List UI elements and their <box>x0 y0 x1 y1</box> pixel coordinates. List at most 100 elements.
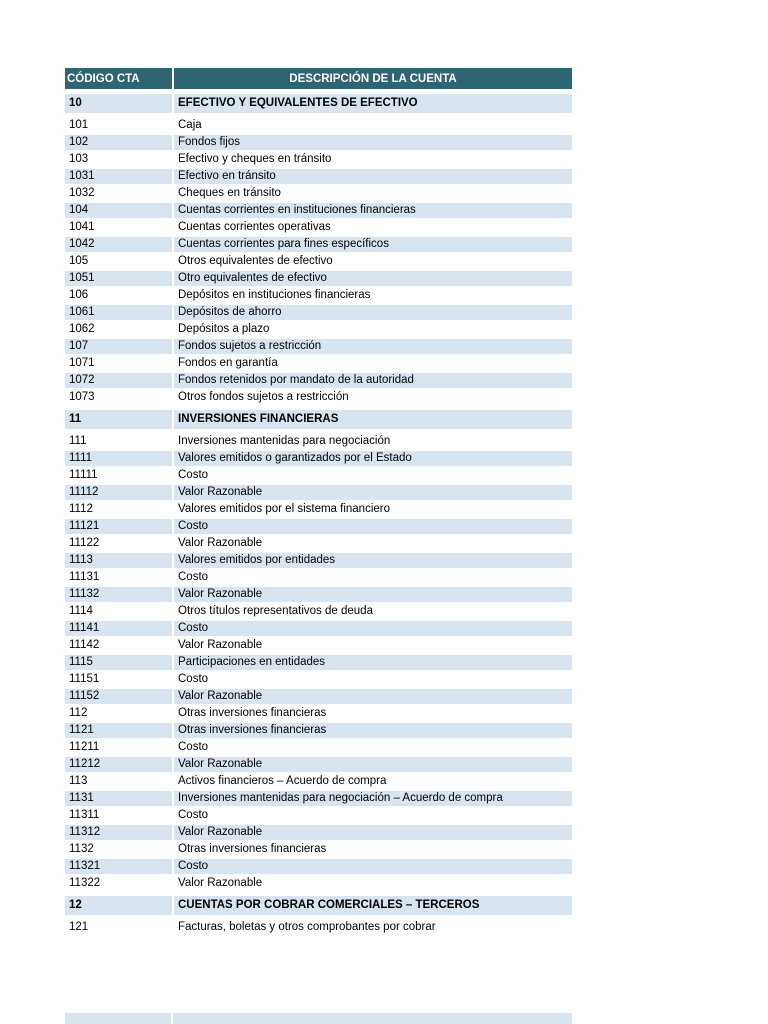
account-code-cell: 1112 <box>65 501 174 519</box>
account-code-cell: 1071 <box>65 355 174 373</box>
account-code-cell: 11122 <box>65 535 174 553</box>
account-desc-cell: Costo <box>173 620 572 638</box>
account-code-cell: 1031 <box>65 168 174 186</box>
table-row: 11152 Valor Razonable <box>65 688 572 706</box>
account-code-cell: 105 <box>65 253 174 271</box>
table-row: 112 Otras inversiones financieras <box>65 705 572 723</box>
account-desc-cell: Efectivo y cheques en tránsito <box>173 151 572 169</box>
account-desc-cell: Otras inversiones financieras <box>173 841 572 859</box>
account-code-cell: 11322 <box>65 875 174 895</box>
table-row: 11151 Costo <box>65 671 572 689</box>
account-desc-cell: Cuentas corrientes en instituciones fina… <box>173 202 572 220</box>
account-code-cell: 1041 <box>65 219 174 237</box>
table-row: 11211 Costo <box>65 739 572 757</box>
table-row: 1131 Inversiones mantenidas para negociac… <box>65 790 572 808</box>
table-row: 103 Efectivo y cheques en tránsito <box>65 151 572 169</box>
table-row: 11132 Valor Razonable <box>65 586 572 604</box>
account-code-cell: 12 <box>65 891 174 920</box>
partial-next-row-desc-cell <box>173 1013 572 1024</box>
account-desc-cell: Costo <box>173 807 572 825</box>
account-desc-cell: Depósitos en instituciones financieras <box>173 287 572 305</box>
account-desc-cell: Valor Razonable <box>173 824 572 842</box>
account-code-cell: 11141 <box>65 620 174 638</box>
account-desc-cell: Cheques en tránsito <box>173 185 572 203</box>
table-row: 104 Cuentas corrientes en instituciones f… <box>65 202 572 220</box>
account-code-cell: 1042 <box>65 236 174 254</box>
table-row: 1121 Otras inversiones financieras <box>65 722 572 740</box>
account-code-cell: 11 <box>65 405 174 434</box>
account-desc-cell: Fondos sujetos a restricción <box>173 338 572 356</box>
account-desc-cell: Costo <box>173 739 572 757</box>
account-code-cell: 11121 <box>65 518 174 536</box>
account-code-cell: 121 <box>65 917 174 937</box>
partial-next-row-code-cell <box>65 1013 173 1024</box>
chart-of-accounts-table: CÓDIGO CTA DESCRIPCIÓN DE LA CUENTA 10 EF… <box>65 68 572 937</box>
account-code-cell: 1111 <box>65 450 174 468</box>
table-row: 11141 Costo <box>65 620 572 638</box>
account-code-cell: 1113 <box>65 552 174 570</box>
account-desc-cell: Caja <box>173 115 572 135</box>
account-desc-cell: Depósitos de ahorro <box>173 304 572 322</box>
account-desc-cell: Costo <box>173 671 572 689</box>
partial-next-row <box>65 1013 572 1024</box>
account-desc-cell: Otros fondos sujetos a restricción <box>173 389 572 409</box>
account-code-cell: 11112 <box>65 484 174 502</box>
table-row: 111 Inversiones mantenidas para negociaci… <box>65 431 572 451</box>
account-code-cell: 1072 <box>65 372 174 390</box>
account-code-cell: 1114 <box>65 603 174 621</box>
account-code-cell: 10 <box>65 89 174 118</box>
account-desc-cell: Fondos retenidos por mandato de la autor… <box>173 372 572 390</box>
table-row: 105 Otros equivalentes de efectivo <box>65 253 572 271</box>
description-column-header: DESCRIPCIÓN DE LA CUENTA <box>173 68 572 93</box>
table-row: 1041 Cuentas corrientes operativas <box>65 219 572 237</box>
account-code-cell: 11152 <box>65 688 174 706</box>
table-row: 11321 Costo <box>65 858 572 876</box>
account-code-cell: 11211 <box>65 739 174 757</box>
account-desc-cell: CUENTAS POR COBRAR COMERCIALES – TERCERO… <box>173 891 572 920</box>
account-desc-cell: Valor Razonable <box>173 535 572 553</box>
table-row: 107 Fondos sujetos a restricción <box>65 338 572 356</box>
table-row: 11142 Valor Razonable <box>65 637 572 655</box>
account-code-cell: 1121 <box>65 722 174 740</box>
account-desc-cell: Fondos fijos <box>173 134 572 152</box>
account-code-cell: 112 <box>65 705 174 723</box>
account-code-cell: 1115 <box>65 654 174 672</box>
table-row: 11111 Costo <box>65 467 572 485</box>
account-desc-cell: Valor Razonable <box>173 586 572 604</box>
account-code-cell: 1062 <box>65 321 174 339</box>
account-desc-cell: Valor Razonable <box>173 756 572 774</box>
account-desc-cell: Otro equivalentes de efectivo <box>173 270 572 288</box>
account-desc-cell: Otros equivalentes de efectivo <box>173 253 572 271</box>
account-desc-cell: Otros títulos representativos de deuda <box>173 603 572 621</box>
account-desc-cell: Fondos en garantía <box>173 355 572 373</box>
table-row: 11122 Valor Razonable <box>65 535 572 553</box>
table-row: 11312 Valor Razonable <box>65 824 572 842</box>
account-desc-cell: Costo <box>173 858 572 876</box>
table-row: 1051 Otro equivalentes de efectivo <box>65 270 572 288</box>
account-desc-cell: Efectivo en tránsito <box>173 168 572 186</box>
account-desc-cell: Facturas, boletas y otros comprobantes p… <box>173 917 572 937</box>
account-desc-cell: Cuentas corrientes operativas <box>173 219 572 237</box>
table-row: 1115 Participaciones en entidades <box>65 654 572 672</box>
code-column-header: CÓDIGO CTA <box>65 68 174 93</box>
table-row: 102 Fondos fijos <box>65 134 572 152</box>
account-desc-cell: Valor Razonable <box>173 637 572 655</box>
account-code-cell: 1132 <box>65 841 174 859</box>
table-row: 1032 Cheques en tránsito <box>65 185 572 203</box>
table-row: 1114 Otros títulos representativos de deu… <box>65 603 572 621</box>
account-desc-cell: Costo <box>173 569 572 587</box>
account-desc-cell: Depósitos a plazo <box>173 321 572 339</box>
account-code-cell: 111 <box>65 431 174 451</box>
table-row: 1111 Valores emitidos o garantizados por … <box>65 450 572 468</box>
account-desc-cell: Valor Razonable <box>173 484 572 502</box>
table-row: 11311 Costo <box>65 807 572 825</box>
table-row: 1112 Valores emitidos por el sistema fina… <box>65 501 572 519</box>
table-row: 1132 Otras inversiones financieras <box>65 841 572 859</box>
table-row: 101 Caja <box>65 115 572 135</box>
account-code-cell: 101 <box>65 115 174 135</box>
account-rows: 10 EFECTIVO Y EQUIVALENTES DE EFECTIVO 101… <box>65 89 572 937</box>
account-desc-cell: INVERSIONES FINANCIERAS <box>173 405 572 434</box>
account-desc-cell: Valores emitidos por el sistema financie… <box>173 501 572 519</box>
account-code-cell: 1051 <box>65 270 174 288</box>
